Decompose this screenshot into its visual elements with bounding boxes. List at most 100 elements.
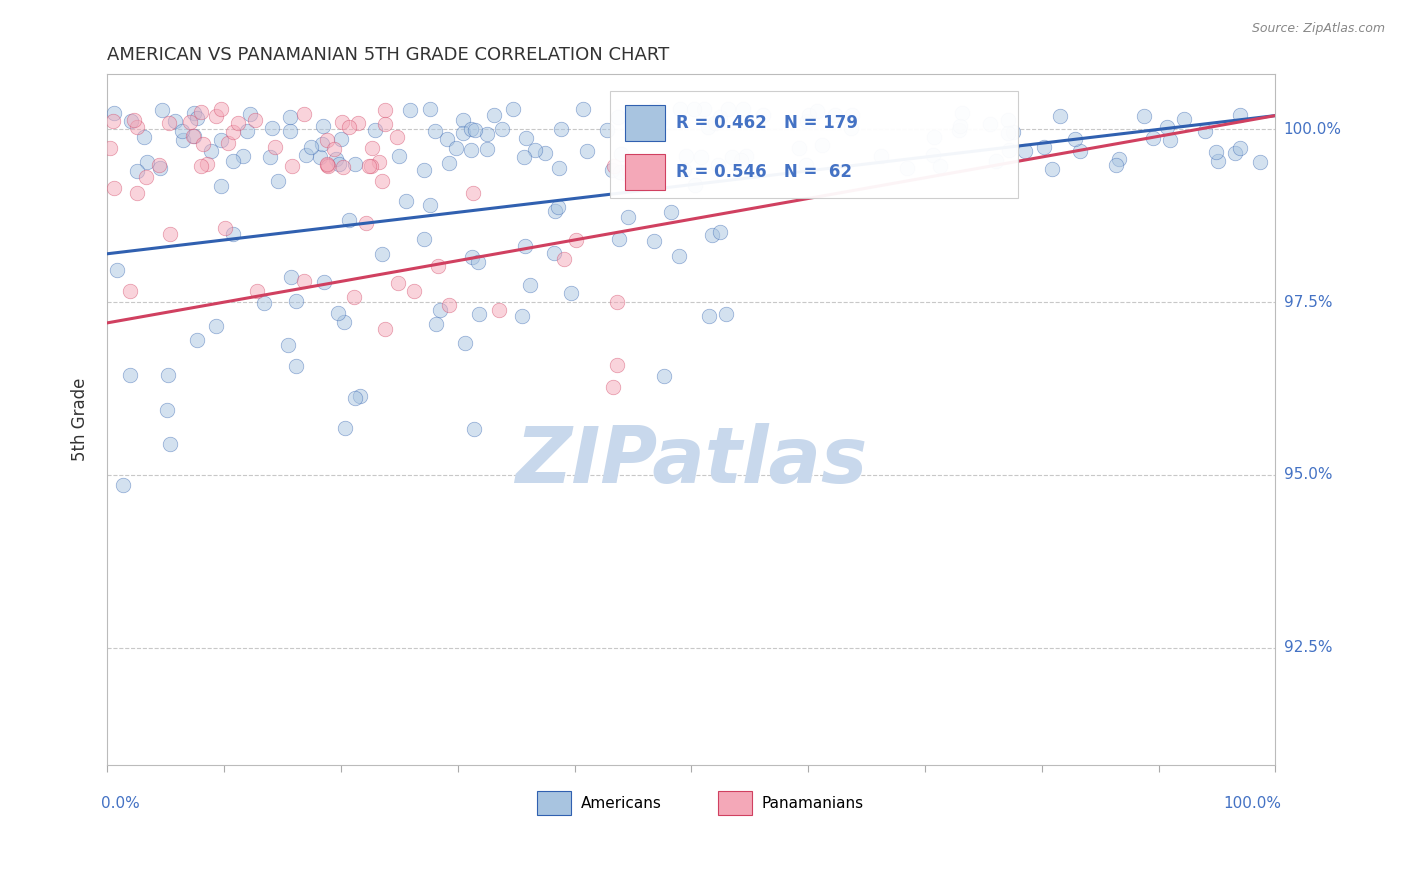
Point bbox=[387, 149, 409, 163]
Point bbox=[675, 149, 697, 163]
Point bbox=[398, 103, 420, 117]
Point bbox=[195, 156, 218, 170]
Point bbox=[513, 239, 536, 253]
Point bbox=[533, 145, 555, 160]
Point bbox=[669, 102, 692, 116]
Point bbox=[628, 105, 651, 120]
Point bbox=[239, 107, 262, 121]
Point bbox=[385, 129, 408, 144]
Point bbox=[349, 389, 371, 403]
Point bbox=[1132, 109, 1154, 123]
Point bbox=[222, 227, 245, 241]
Point bbox=[328, 157, 350, 171]
Text: Source: ZipAtlas.com: Source: ZipAtlas.com bbox=[1251, 22, 1385, 36]
Point bbox=[841, 108, 863, 122]
Point bbox=[600, 163, 623, 178]
Text: 97.5%: 97.5% bbox=[1284, 294, 1333, 310]
Point bbox=[172, 133, 194, 147]
Point bbox=[284, 293, 307, 308]
FancyBboxPatch shape bbox=[610, 91, 1018, 199]
Point bbox=[575, 144, 598, 158]
Point bbox=[1033, 140, 1056, 154]
Point bbox=[186, 333, 208, 347]
Point bbox=[357, 159, 380, 173]
Point bbox=[929, 159, 952, 173]
Point bbox=[510, 310, 533, 324]
Point bbox=[436, 132, 458, 146]
Point bbox=[402, 284, 425, 298]
Point bbox=[477, 127, 499, 141]
Point bbox=[1142, 130, 1164, 145]
Point bbox=[205, 319, 228, 334]
Point bbox=[491, 122, 513, 136]
Point bbox=[735, 149, 758, 163]
Point bbox=[707, 157, 730, 171]
Point bbox=[461, 186, 484, 201]
Point bbox=[644, 102, 666, 116]
Point bbox=[183, 105, 205, 120]
Point bbox=[127, 120, 149, 135]
Point bbox=[513, 150, 536, 164]
Point bbox=[344, 157, 367, 171]
Point bbox=[280, 269, 302, 284]
Point bbox=[607, 110, 630, 124]
Point bbox=[263, 140, 285, 154]
Point bbox=[277, 337, 299, 351]
Point bbox=[125, 163, 148, 178]
Point bbox=[100, 140, 122, 154]
Point bbox=[246, 284, 269, 298]
Point bbox=[1194, 124, 1216, 138]
Point bbox=[693, 102, 716, 116]
Point bbox=[703, 116, 725, 130]
Point bbox=[347, 116, 370, 130]
Point bbox=[343, 391, 366, 405]
Point bbox=[253, 295, 276, 310]
Point bbox=[149, 161, 172, 176]
Point bbox=[544, 204, 567, 219]
Point bbox=[315, 157, 337, 171]
Point bbox=[948, 119, 970, 133]
Point bbox=[606, 295, 628, 310]
FancyBboxPatch shape bbox=[537, 791, 571, 815]
Point bbox=[460, 122, 482, 136]
Point bbox=[360, 159, 382, 173]
Point bbox=[1001, 124, 1024, 138]
Point bbox=[1069, 144, 1091, 158]
Point bbox=[668, 248, 690, 262]
Point bbox=[454, 336, 477, 351]
Point bbox=[122, 113, 145, 128]
Point bbox=[437, 298, 460, 312]
Point bbox=[371, 247, 394, 261]
Point bbox=[922, 148, 945, 162]
Point bbox=[148, 158, 170, 172]
Point bbox=[609, 165, 631, 179]
Text: AMERICAN VS PANAMANIAN 5TH GRADE CORRELATION CHART: AMERICAN VS PANAMANIAN 5TH GRADE CORRELA… bbox=[107, 46, 669, 64]
Point bbox=[824, 108, 846, 122]
Point bbox=[332, 161, 354, 175]
Point bbox=[337, 120, 360, 134]
Point bbox=[395, 194, 418, 208]
Point bbox=[799, 108, 821, 122]
Point bbox=[425, 317, 447, 331]
Point bbox=[602, 380, 624, 394]
FancyBboxPatch shape bbox=[624, 105, 665, 141]
Point bbox=[1104, 158, 1126, 172]
Point bbox=[654, 369, 676, 384]
Text: R = 0.546   N =  62: R = 0.546 N = 62 bbox=[676, 162, 852, 180]
Point bbox=[209, 103, 232, 117]
Point bbox=[267, 174, 290, 188]
Point bbox=[468, 307, 491, 321]
Point bbox=[260, 120, 283, 135]
Point bbox=[482, 108, 505, 122]
Point bbox=[444, 140, 467, 154]
Point bbox=[998, 143, 1021, 157]
Point bbox=[136, 154, 159, 169]
Point bbox=[226, 115, 249, 129]
Text: 92.5%: 92.5% bbox=[1284, 640, 1333, 655]
Point bbox=[295, 148, 318, 162]
Point bbox=[193, 137, 215, 152]
Point bbox=[179, 114, 201, 128]
Point bbox=[870, 149, 893, 163]
Point bbox=[547, 200, 569, 214]
FancyBboxPatch shape bbox=[718, 791, 752, 815]
